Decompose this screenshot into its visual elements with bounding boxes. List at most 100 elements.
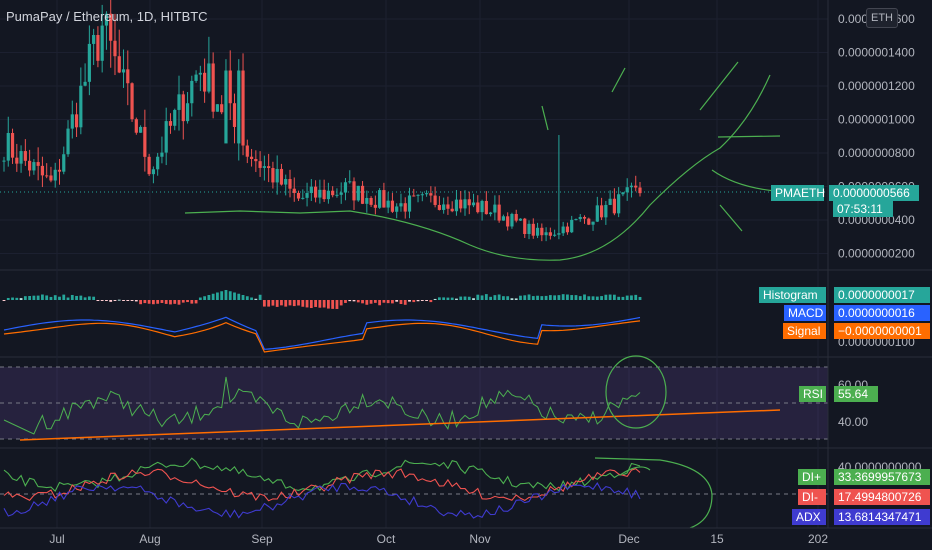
rsi-axis-bottom: 40.00 bbox=[838, 415, 868, 429]
candle-body bbox=[339, 192, 343, 195]
candle-body bbox=[53, 169, 57, 181]
macd-histogram-bar bbox=[245, 296, 249, 300]
candle-body bbox=[173, 109, 177, 126]
candle-body bbox=[6, 133, 10, 161]
candle-body bbox=[360, 185, 365, 204]
price-symbol-tag: PMAETH bbox=[771, 185, 825, 201]
candle-body bbox=[198, 72, 202, 75]
candle-body bbox=[134, 119, 138, 133]
signal-line bbox=[3, 320, 641, 353]
candle-body bbox=[407, 195, 412, 212]
candle-body bbox=[553, 234, 557, 236]
macd-histogram-bar bbox=[194, 300, 198, 304]
macd-value: 0.0000000016 bbox=[834, 305, 930, 321]
macd-histogram-bar bbox=[160, 300, 164, 303]
candle-body bbox=[249, 156, 254, 160]
macd-histogram-bar bbox=[83, 297, 87, 300]
macd-histogram-bar bbox=[361, 300, 364, 304]
macd-histogram-bar bbox=[553, 295, 557, 300]
candle-body bbox=[113, 40, 117, 57]
macd-histogram-bar bbox=[262, 300, 266, 307]
macd-histogram-bar bbox=[15, 297, 19, 300]
macd-histogram-bar bbox=[122, 300, 125, 301]
time-axis-bg bbox=[0, 528, 932, 550]
macd-histogram-bar bbox=[531, 296, 535, 300]
candle-body bbox=[228, 70, 232, 104]
macd-histogram-bar bbox=[297, 300, 300, 306]
candle-body bbox=[604, 204, 608, 218]
candle-body bbox=[518, 218, 523, 221]
macd-histogram-bar bbox=[2, 300, 6, 301]
candle-body bbox=[356, 185, 360, 201]
candle-body bbox=[625, 187, 629, 193]
candle-body bbox=[595, 205, 599, 222]
macd-histogram-bar bbox=[220, 291, 224, 300]
candle-body bbox=[211, 63, 215, 112]
candle-body bbox=[510, 213, 514, 227]
macd-histogram-bar bbox=[49, 296, 53, 300]
candle-body bbox=[501, 216, 506, 221]
symbol-title[interactable]: PumaPay / Ethereum, 1D, HITBTC bbox=[6, 9, 208, 24]
candle-body bbox=[207, 63, 211, 92]
drawn-stroke bbox=[611, 67, 626, 93]
macd-histogram-bar bbox=[365, 300, 369, 305]
macd-histogram-bar bbox=[510, 298, 514, 300]
macd-histogram-bar bbox=[600, 296, 603, 300]
candle-body bbox=[471, 202, 476, 206]
time-axis: Jul Aug Sep Oct Nov Dec 15 202 bbox=[0, 527, 932, 550]
macd-histogram-bar bbox=[100, 300, 104, 301]
candle-body bbox=[582, 216, 587, 219]
macd-histogram-bar bbox=[254, 298, 258, 300]
macd-label: MACD bbox=[784, 305, 826, 321]
macd-histogram-bar bbox=[506, 296, 510, 300]
currency-badge[interactable]: ETH bbox=[866, 8, 898, 28]
macd-histogram-bar bbox=[271, 300, 275, 306]
candle-body bbox=[326, 190, 331, 200]
macd-histogram-bar bbox=[327, 300, 330, 309]
candle-body bbox=[232, 103, 237, 127]
macd-histogram-bar bbox=[574, 295, 578, 300]
time-tick-label: 202 bbox=[808, 532, 828, 546]
candle-body bbox=[493, 204, 497, 213]
macd-histogram-bar bbox=[412, 300, 416, 303]
adx-line bbox=[3, 481, 641, 519]
histogram-value: 0.0000000017 bbox=[834, 287, 930, 303]
candle-body bbox=[36, 162, 40, 166]
macd-histogram-bar bbox=[446, 297, 450, 300]
candle-body bbox=[574, 219, 578, 221]
macd-histogram-bar bbox=[228, 291, 232, 300]
rsi-label: RSI bbox=[799, 386, 826, 402]
macd-histogram-bar bbox=[459, 296, 463, 300]
candle-body bbox=[506, 216, 510, 227]
macd-line bbox=[3, 316, 641, 350]
candle-body bbox=[49, 175, 53, 181]
candle-body bbox=[412, 195, 416, 197]
macd-histogram-bar bbox=[356, 300, 360, 303]
macd-histogram-bar bbox=[143, 300, 147, 304]
candle-body bbox=[100, 25, 104, 61]
macd-histogram-bar bbox=[70, 294, 74, 300]
macd-histogram-bar bbox=[484, 294, 488, 300]
macd-histogram-bar bbox=[32, 295, 36, 300]
candle-body bbox=[373, 204, 377, 208]
di-plus-label: DI+ bbox=[798, 469, 826, 485]
candle-body bbox=[629, 185, 634, 188]
candle-body bbox=[617, 194, 621, 214]
candle-body bbox=[467, 199, 471, 206]
macd-histogram-bar bbox=[514, 298, 518, 300]
price-value-tag: 0.0000000566 bbox=[829, 185, 919, 201]
candle-body bbox=[313, 186, 318, 198]
macd-histogram-bar bbox=[570, 295, 574, 300]
candle-body bbox=[288, 179, 292, 189]
candle-body bbox=[156, 156, 160, 170]
macd-histogram-bar bbox=[169, 300, 172, 305]
macd-histogram-bar bbox=[164, 300, 168, 304]
macd-histogram-bar bbox=[420, 300, 424, 301]
candle-body bbox=[104, 13, 109, 26]
candle-body bbox=[168, 121, 173, 126]
candle-body bbox=[296, 192, 301, 199]
candle-body bbox=[224, 70, 228, 144]
candle-body bbox=[378, 190, 382, 208]
rsi-line bbox=[3, 376, 641, 435]
